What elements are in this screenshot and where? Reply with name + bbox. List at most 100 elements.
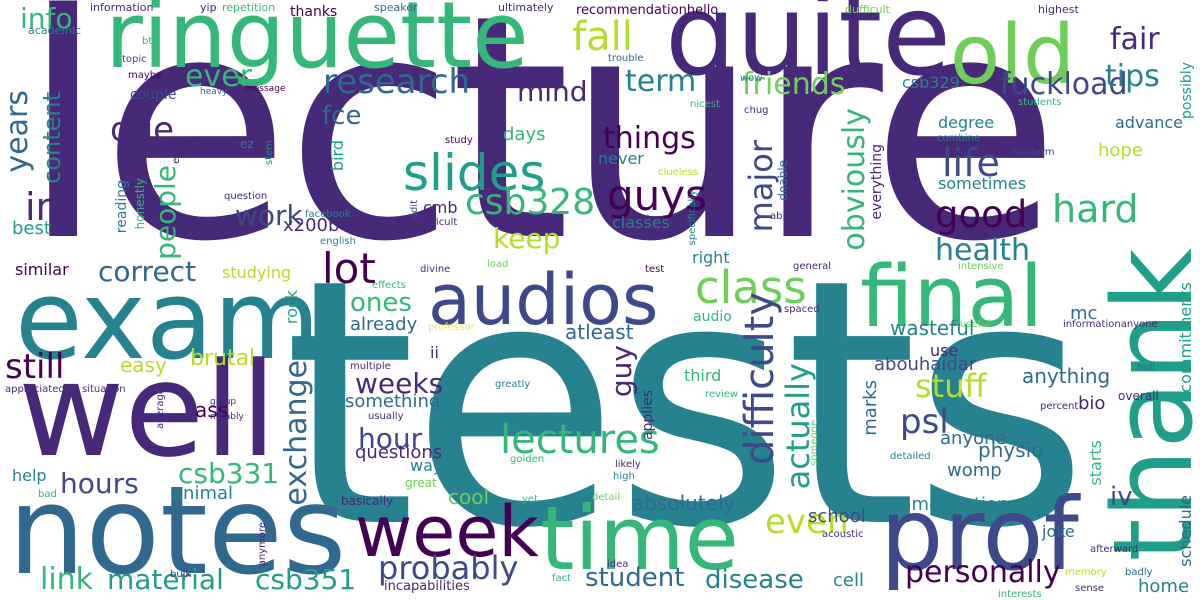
word-btw: btw	[142, 36, 161, 47]
word-bird: bird	[328, 140, 347, 172]
word-commitments: commitments	[1176, 282, 1195, 393]
word-stuff: stuff	[915, 367, 987, 405]
word-students: students	[1018, 97, 1062, 108]
word-mc: mc	[1070, 303, 1098, 324]
word-notably: notably	[210, 412, 244, 422]
word-content: content	[38, 92, 66, 184]
word-time: time	[540, 487, 739, 590]
word-brutal: brutal	[190, 346, 256, 371]
word-abouhaidar: abouhaidar	[874, 354, 977, 375]
word-repetition: repetition	[222, 1, 276, 14]
word-memory: memory	[1065, 567, 1107, 578]
word-life: life	[942, 141, 1000, 185]
word-link: link	[40, 562, 94, 597]
word-clueless: clueless	[658, 167, 699, 178]
word-ones: ones	[350, 288, 412, 318]
word-anything: anything	[1022, 364, 1111, 388]
word-material: material	[107, 563, 224, 596]
word-topic: topic	[122, 54, 147, 65]
word-csb328: csb328	[465, 182, 596, 223]
word-dufficult: dufficult	[845, 3, 890, 16]
word-x200b: x200b	[283, 215, 340, 236]
word-well: well	[18, 334, 277, 486]
word-exchange: exchange	[279, 360, 314, 506]
word-ever: ever	[185, 59, 253, 94]
word-hope: hope	[1098, 140, 1143, 161]
word-tips: tips	[1105, 59, 1160, 94]
word-difficult: difficult	[420, 217, 458, 228]
word-couple: couple	[130, 87, 177, 103]
word-week: week	[355, 491, 539, 573]
word-study: study	[445, 135, 473, 146]
word-use: use	[930, 341, 959, 360]
word-fce: fce	[322, 101, 362, 131]
word-test: test	[645, 264, 665, 275]
word-informationanyone: informationanyone	[1063, 319, 1158, 330]
word-help: help	[12, 466, 47, 485]
word-atleast: atleast	[565, 320, 634, 344]
word-slides: slides	[403, 144, 546, 202]
word-doable: doable	[776, 160, 790, 201]
word-term: term	[625, 64, 697, 99]
word-stem: stem	[264, 140, 275, 166]
word-sense: sense	[1075, 583, 1105, 594]
word-great: great	[405, 476, 437, 490]
word-guy: guy	[605, 345, 638, 398]
word-edit: edit	[409, 200, 420, 220]
word-group: group	[210, 397, 237, 407]
word-probably: probably	[378, 549, 519, 587]
word-lectures: lectures	[500, 417, 660, 463]
word-highest: highest	[1038, 3, 1079, 16]
word-audios: audios	[428, 259, 659, 341]
word-greatly: greatly	[495, 379, 531, 390]
word-hour: hour	[358, 422, 423, 455]
word-able: able	[770, 211, 792, 222]
word-chug: chug	[744, 105, 769, 116]
word-still: still	[5, 347, 65, 387]
word-best: best	[12, 218, 51, 239]
word-mind: mind	[517, 75, 588, 108]
word-detailed: detailed	[890, 451, 931, 462]
word-similar: similar	[15, 260, 69, 279]
word-basically: basically	[341, 494, 394, 508]
word-fact: fact	[552, 573, 572, 584]
word-way: way	[410, 456, 443, 475]
word-correct: correct	[98, 255, 197, 288]
word-old: old	[950, 8, 1076, 103]
word-classes: classes	[612, 213, 670, 232]
word-wasteful: wasteful	[890, 316, 975, 340]
word-question: question	[224, 191, 268, 202]
word-combine: combine	[937, 133, 980, 144]
word-divine: divine	[420, 264, 451, 275]
word-message: message	[245, 84, 286, 94]
word-ultimately: ultimately	[498, 1, 554, 14]
word-guys: guys	[607, 171, 708, 220]
word-years: years	[0, 90, 35, 173]
word-final: final	[860, 248, 1044, 347]
word-useful: useful	[960, 319, 991, 330]
word-trouble: trouble	[608, 53, 644, 64]
word-iv: iv	[1110, 482, 1133, 512]
word-prof: prof	[880, 476, 1079, 593]
word-hall: hall	[1137, 362, 1156, 373]
word-general: general	[793, 261, 832, 272]
word-difficulty: difficulty	[737, 292, 783, 465]
word-due: due	[110, 110, 175, 150]
word-lot: lot	[322, 244, 376, 293]
word-situation: situation	[82, 384, 126, 395]
word-fall: fall	[572, 14, 633, 60]
word-midterm: midterm	[1012, 147, 1055, 158]
word-hours: hours	[60, 467, 139, 500]
word-csb331: csb331	[178, 457, 280, 490]
word-recommendations: recommendations	[855, 494, 1018, 515]
word-personally: personally	[905, 555, 1061, 590]
word-even: even	[765, 502, 849, 542]
word-reading: reading	[114, 180, 130, 234]
word-obviously: obviously	[837, 108, 872, 251]
word-home: home	[1138, 576, 1190, 597]
word-cool: cool	[448, 485, 490, 509]
word-im: im	[25, 185, 73, 229]
word-rock: rock	[282, 290, 301, 325]
word-psl: psl	[900, 402, 949, 442]
